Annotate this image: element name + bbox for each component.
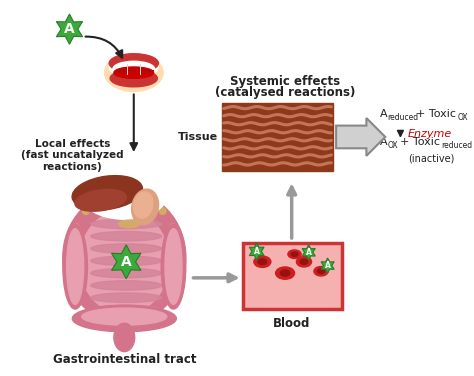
Ellipse shape xyxy=(114,323,135,352)
Ellipse shape xyxy=(114,67,154,78)
Polygon shape xyxy=(111,245,141,279)
Ellipse shape xyxy=(165,229,182,304)
Ellipse shape xyxy=(161,224,186,309)
Ellipse shape xyxy=(113,61,155,76)
Ellipse shape xyxy=(300,259,308,264)
Ellipse shape xyxy=(109,56,158,77)
Circle shape xyxy=(175,243,182,249)
Ellipse shape xyxy=(80,210,169,314)
Text: OX: OX xyxy=(387,141,398,150)
Ellipse shape xyxy=(110,70,157,87)
Ellipse shape xyxy=(63,191,186,323)
Text: Gastrointestinal tract: Gastrointestinal tract xyxy=(53,353,196,365)
Text: A: A xyxy=(121,255,132,269)
Ellipse shape xyxy=(67,229,83,304)
Ellipse shape xyxy=(91,280,162,290)
Text: Enzyme: Enzyme xyxy=(408,129,452,139)
Ellipse shape xyxy=(254,256,271,267)
Circle shape xyxy=(73,224,79,230)
Circle shape xyxy=(112,190,119,197)
Text: A: A xyxy=(380,109,387,119)
Text: OX: OX xyxy=(457,113,468,122)
Ellipse shape xyxy=(132,189,159,225)
Circle shape xyxy=(170,224,176,230)
Text: A: A xyxy=(306,248,311,257)
Text: reduced: reduced xyxy=(441,141,472,150)
Circle shape xyxy=(129,190,136,197)
Ellipse shape xyxy=(280,270,290,276)
Text: (catalysed reactions): (catalysed reactions) xyxy=(215,86,355,99)
Ellipse shape xyxy=(91,256,162,265)
Text: (inactive): (inactive) xyxy=(408,154,455,164)
Circle shape xyxy=(96,196,103,203)
Ellipse shape xyxy=(258,259,267,265)
Ellipse shape xyxy=(82,172,167,219)
Polygon shape xyxy=(302,245,315,260)
Text: reduced: reduced xyxy=(387,113,419,122)
Text: A: A xyxy=(325,261,330,270)
FancyBboxPatch shape xyxy=(222,103,333,171)
Ellipse shape xyxy=(82,308,167,325)
Text: Systemic effects: Systemic effects xyxy=(230,75,340,88)
Text: A: A xyxy=(64,22,75,36)
Polygon shape xyxy=(56,14,82,44)
Text: A: A xyxy=(254,247,260,256)
Ellipse shape xyxy=(118,220,139,228)
Ellipse shape xyxy=(91,219,162,229)
Ellipse shape xyxy=(275,267,294,279)
Polygon shape xyxy=(321,258,334,273)
Ellipse shape xyxy=(91,293,162,302)
Ellipse shape xyxy=(314,267,328,276)
Circle shape xyxy=(159,208,166,214)
Ellipse shape xyxy=(109,54,158,73)
Ellipse shape xyxy=(63,224,87,309)
Text: + Toxic: + Toxic xyxy=(416,109,456,119)
Text: Tissue: Tissue xyxy=(178,132,218,142)
Circle shape xyxy=(82,208,89,214)
Circle shape xyxy=(67,243,73,249)
Ellipse shape xyxy=(73,305,176,332)
Text: + Toxic: + Toxic xyxy=(401,138,440,147)
Ellipse shape xyxy=(318,269,325,274)
Ellipse shape xyxy=(134,192,153,218)
Ellipse shape xyxy=(91,305,162,315)
Ellipse shape xyxy=(72,176,143,210)
Ellipse shape xyxy=(75,190,127,211)
Ellipse shape xyxy=(104,54,163,92)
Polygon shape xyxy=(336,118,385,156)
Ellipse shape xyxy=(288,250,301,258)
Polygon shape xyxy=(249,243,264,260)
Ellipse shape xyxy=(91,244,162,253)
Ellipse shape xyxy=(91,232,162,241)
Ellipse shape xyxy=(296,256,311,267)
Ellipse shape xyxy=(91,268,162,278)
FancyBboxPatch shape xyxy=(243,243,342,309)
Text: Blood: Blood xyxy=(273,317,310,330)
Circle shape xyxy=(146,196,152,203)
Ellipse shape xyxy=(291,252,298,256)
Text: Local effects
(fast uncatalyzed
reactions): Local effects (fast uncatalyzed reaction… xyxy=(21,139,124,172)
Text: A: A xyxy=(380,138,387,147)
